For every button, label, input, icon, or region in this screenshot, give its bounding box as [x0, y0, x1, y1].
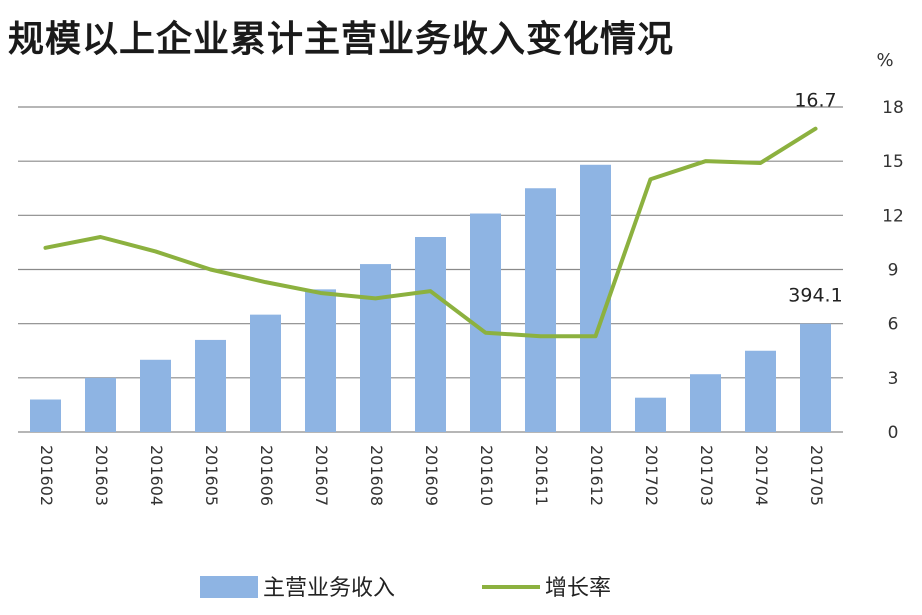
- x-tick-label: 201607: [312, 445, 331, 506]
- x-tick-label: 201611: [532, 445, 551, 506]
- x-tick-label: 201609: [422, 445, 441, 506]
- bar: [415, 237, 446, 432]
- y-tick-label: 9: [888, 261, 899, 281]
- x-tick-label: 201606: [257, 445, 276, 506]
- y-unit-label: %: [876, 50, 893, 71]
- bar: [800, 323, 831, 432]
- x-tick-label: 201703: [697, 445, 716, 506]
- y-tick-label: 18: [882, 98, 904, 118]
- x-tick-label: 201608: [367, 445, 386, 506]
- bar: [745, 350, 776, 432]
- bar: [635, 397, 666, 432]
- x-tick-label: 201705: [807, 445, 826, 506]
- y-axis: 0 3 6 9 12 15 18%: [876, 50, 903, 443]
- y-tick-label: 15: [882, 152, 904, 172]
- line-series: [43, 126, 818, 339]
- legend-swatch-bar: [200, 576, 258, 598]
- data-label: 16.7: [794, 90, 836, 112]
- legend: 主营业务收入 增长率: [200, 576, 611, 601]
- bar-series: [30, 164, 831, 432]
- data-labels: 16.7 394.1: [788, 90, 842, 307]
- bar: [525, 188, 556, 432]
- legend-label: 主营业务收入: [263, 576, 395, 601]
- chart-title: 规模以上企业累计主营业务收入变化情况: [8, 19, 675, 60]
- bar: [580, 164, 611, 432]
- legend-label: 增长率: [545, 576, 611, 601]
- x-tick-label: 201704: [752, 445, 771, 506]
- x-tick-label: 201612: [587, 445, 606, 506]
- bar: [360, 264, 391, 432]
- bar: [690, 374, 721, 432]
- bar: [30, 399, 61, 432]
- bar: [250, 314, 281, 432]
- x-tick-label: 201603: [92, 445, 111, 506]
- x-tick-label: 201604: [147, 445, 166, 506]
- bar: [195, 339, 226, 432]
- bar: [140, 359, 171, 432]
- x-tick-label: 201610: [477, 445, 496, 506]
- bar: [305, 289, 336, 432]
- bar: [85, 377, 116, 432]
- x-axis: 201602 201603 201604 201605 201606 201607 2016…: [37, 445, 826, 506]
- y-tick-label: 0: [888, 423, 899, 443]
- y-tick-label: 6: [888, 315, 899, 335]
- x-tick-label: 201605: [202, 445, 221, 506]
- growth-rate-line: [43, 126, 818, 339]
- x-tick-label: 201702: [642, 445, 661, 506]
- y-tick-label: 3: [888, 369, 899, 389]
- data-label: 394.1: [788, 285, 842, 307]
- y-tick-label: 12: [882, 206, 904, 226]
- x-tick-label: 201602: [37, 445, 56, 506]
